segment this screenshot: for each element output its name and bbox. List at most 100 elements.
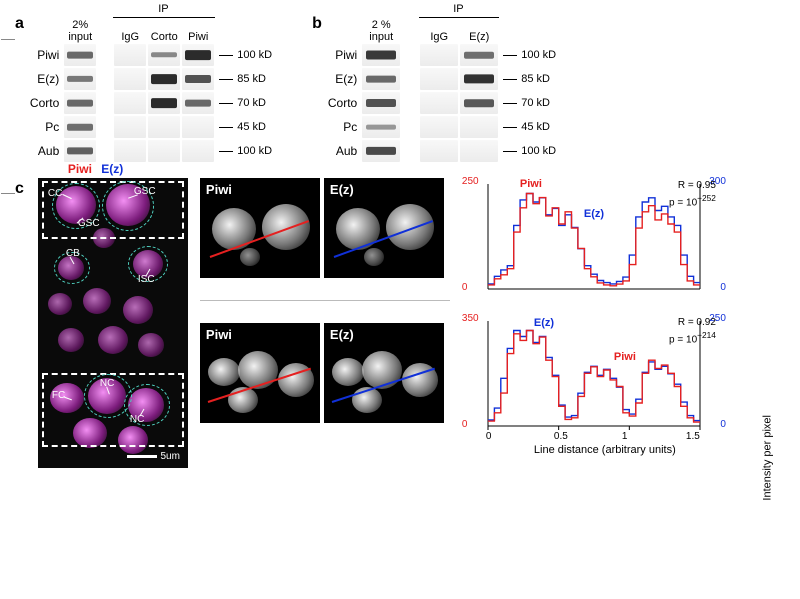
y-axis-title: Intensity per pixel (762, 415, 774, 501)
panel-c-crops: Piwi E(z) Piwi (200, 178, 450, 423)
gel-lane-cell (64, 92, 96, 114)
panel-b-row-labels: Piwi E(z) Corto Pc Aub (328, 15, 357, 163)
mw-label: 85 kD (503, 67, 556, 91)
mw-column: 100 kD85 kD70 kD45 kD100 kD (503, 43, 556, 163)
gel-lane-cell (362, 140, 400, 162)
band (464, 52, 494, 59)
row-label: Corto (328, 91, 357, 115)
panel-c-label: c (15, 180, 24, 198)
crop-row-bottom: Piwi E(z) (200, 323, 450, 423)
mw-label: 100 kD (219, 139, 272, 163)
band (151, 98, 177, 108)
chart-svg (464, 178, 724, 303)
gel-lane-cell (148, 92, 180, 114)
band (464, 99, 494, 107)
panel-c-composite: Piwi E(z) (38, 178, 188, 468)
band (151, 52, 177, 57)
chart-bottom: 350 0 250 0 E(z) Piwi R = 0.92 p = 10−21… (464, 315, 724, 440)
column-headers: 2 % inputIgGE(z)IP (361, 15, 556, 43)
gel-lane-cell (420, 116, 458, 138)
chart-svg (464, 315, 724, 440)
mw-label: 45 kD (219, 115, 272, 139)
gel-lane-cell (460, 68, 498, 90)
ip-header: IP (158, 3, 168, 15)
gel-lane-cell (114, 92, 146, 114)
figure-root: a Piwi E(z) Corto Pc Aub 2% inputIgGCort… (15, 15, 785, 468)
band (366, 76, 396, 83)
gel-lane-cell (64, 116, 96, 138)
gel-lane-cell (114, 68, 146, 90)
scale-bar: 5um (127, 451, 179, 462)
gel-lane-cell (460, 44, 498, 66)
gel-lane-cell (460, 92, 498, 114)
anno-nc2: NC (130, 414, 144, 425)
gel-lane-cell (148, 140, 180, 162)
band (67, 124, 93, 131)
panel-a-row-labels: Piwi E(z) Corto Pc Aub (30, 15, 59, 163)
anno-cc: CC (48, 188, 62, 199)
gel-lane-cell (362, 116, 400, 138)
gel-lane-cell (182, 44, 214, 66)
panel-c-charts: 250 0 300 0 Piwi E(z) R = 0.95 p = 10−25… (464, 178, 724, 440)
gel-lane-cell (114, 140, 146, 162)
gel-lane-cell (362, 68, 400, 90)
gel-lane-cell (148, 116, 180, 138)
gel-lane-cell (182, 116, 214, 138)
gel-lane-cell (64, 68, 96, 90)
gel-lane-cell (64, 44, 96, 66)
lane-header: Piwi (181, 31, 215, 43)
title-ez: E(z) (101, 162, 123, 176)
anno-cb: CB (66, 248, 80, 259)
mw-label: 100 kD (503, 43, 556, 67)
mw-label: 70 kD (219, 91, 272, 115)
column-headers: 2% inputIgGCortoPiwiIP (63, 15, 272, 43)
gel-lane-cell (420, 140, 458, 162)
row-label: Pc (328, 115, 357, 139)
row-label: E(z) (30, 67, 59, 91)
row-label: E(z) (328, 67, 357, 91)
lane-header: E(z) (459, 31, 499, 43)
gel-lane-cell (182, 140, 214, 162)
mw-label: 100 kD (219, 43, 272, 67)
panel-c: c Piwi E(z) (15, 178, 785, 468)
band (185, 50, 211, 60)
ip-header: IP (453, 3, 463, 15)
divider (200, 300, 450, 301)
gel-lane-cell (420, 68, 458, 90)
gel-lane-cell (362, 44, 400, 66)
crop-row-top: Piwi E(z) (200, 178, 450, 278)
row-label: Aub (328, 139, 357, 163)
gel-lane-cell (362, 92, 400, 114)
band (366, 147, 396, 155)
crop-label: E(z) (330, 182, 354, 197)
germarium-image: CC GSC GSC CB ISC FC NC NC 5um (38, 178, 188, 468)
gel-lane-cell (148, 44, 180, 66)
gel-lane-cell (148, 68, 180, 90)
band (366, 51, 396, 60)
panel-b-label: b (312, 15, 322, 33)
band (67, 100, 93, 107)
band (67, 76, 93, 82)
band (366, 99, 396, 107)
anno-fc: FC (52, 390, 65, 401)
band (185, 75, 211, 83)
gel-lane-cell (114, 44, 146, 66)
crop-label: Piwi (206, 327, 232, 342)
gel-lane-cell (182, 68, 214, 90)
crop-ez-top: E(z) (324, 178, 444, 278)
band (464, 74, 494, 83)
crop-label: E(z) (330, 327, 354, 342)
row-label: Corto (30, 91, 59, 115)
band (366, 125, 396, 130)
input-header: 2% input (63, 19, 97, 43)
row-label: Pc (30, 115, 59, 139)
mw-label: 45 kD (503, 115, 556, 139)
title-piwi: Piwi (68, 162, 92, 176)
band (151, 74, 177, 84)
panel-a: a Piwi E(z) Corto Pc Aub 2% inputIgGCort… (15, 15, 272, 163)
lane-header: Corto (147, 31, 181, 43)
mw-label: 70 kD (503, 91, 556, 115)
row-label: Piwi (328, 43, 357, 67)
mw-label: 100 kD (503, 139, 556, 163)
row-label: Aub (30, 139, 59, 163)
